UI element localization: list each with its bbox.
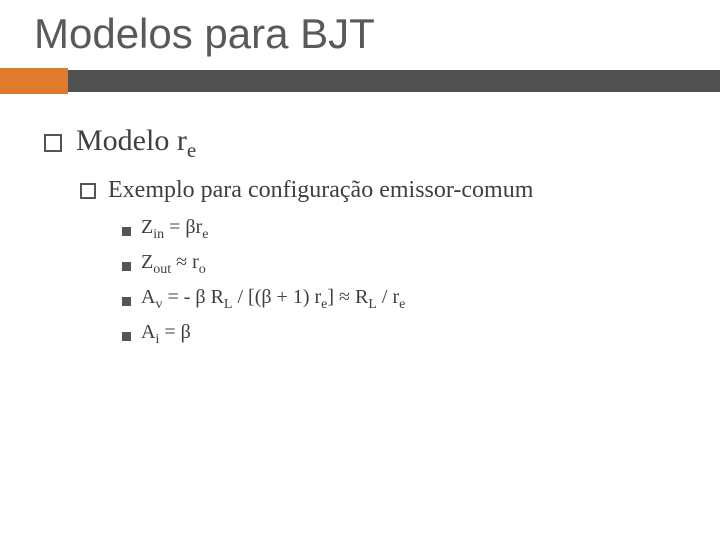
bullet-lvl1: Modelo re	[44, 124, 680, 163]
bullet-lvl3: Zout ≈ ro	[122, 249, 680, 280]
bullet-lvl3: Ai = β	[122, 319, 680, 350]
eq-text: Av = - β RL / [(β + 1) re] ≈ RL / re	[141, 284, 405, 315]
content-area: Modelo re Exemplo para configuração emis…	[0, 94, 720, 350]
slide: Modelos para BJT Modelo re Exemplo para …	[0, 0, 720, 540]
accent-bars	[0, 70, 720, 94]
bar-orange	[0, 68, 68, 94]
slide-title: Modelos para BJT	[0, 0, 720, 70]
bullet-lvl2: Exemplo para configuração emissor-comum	[80, 177, 680, 204]
square-filled-icon	[122, 297, 131, 306]
bar-gray	[0, 70, 720, 92]
eq-text: Zin = βre	[141, 214, 208, 245]
bullet-lvl3: Av = - β RL / [(β + 1) re] ≈ RL / re	[122, 284, 680, 315]
eq-text: Zout ≈ ro	[141, 249, 206, 280]
square-open-icon	[44, 134, 62, 152]
eq-text: Ai = β	[141, 319, 191, 350]
bullet-lvl3: Zin = βre	[122, 214, 680, 245]
square-filled-icon	[122, 262, 131, 271]
square-open-icon	[80, 183, 96, 199]
square-filled-icon	[122, 227, 131, 236]
square-filled-icon	[122, 332, 131, 341]
lvl1-text: Modelo re	[76, 124, 196, 163]
lvl2-text: Exemplo para configuração emissor-comum	[108, 177, 533, 204]
